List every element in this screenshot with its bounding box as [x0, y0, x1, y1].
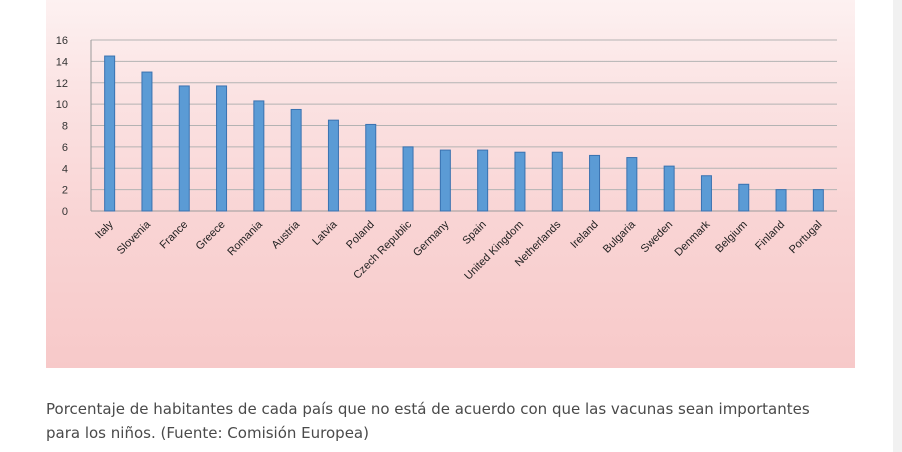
x-tick-label: Portugal	[787, 219, 824, 256]
x-tick-label: Latvia	[310, 218, 340, 248]
x-tick-label: Spain	[460, 219, 488, 247]
bar	[253, 100, 265, 212]
bar	[589, 154, 601, 212]
bar	[141, 71, 153, 212]
x-tick-label: Italy	[93, 218, 116, 241]
x-tick-label: Romania	[225, 218, 265, 258]
bar	[178, 85, 190, 212]
bar	[738, 183, 750, 212]
bar	[663, 165, 675, 212]
bar	[775, 189, 787, 212]
y-tick-label: 12	[56, 78, 68, 90]
x-tick-label: Greece	[194, 219, 228, 253]
bar	[439, 149, 451, 212]
bar	[402, 146, 414, 212]
x-tick-label: Slovenia	[115, 218, 154, 257]
x-tick-label: Finland	[753, 219, 787, 253]
y-tick-label: 10	[56, 99, 68, 111]
figure-caption: Porcentaje de habitantes de cada país qu…	[46, 400, 810, 442]
y-tick-label: 4	[62, 163, 68, 175]
y-tick-label: 6	[62, 142, 68, 154]
bar	[551, 151, 563, 212]
x-tick-label: Ireland	[568, 219, 600, 251]
bar	[626, 157, 638, 212]
x-tick-label: Denmark	[673, 218, 713, 258]
bar	[514, 151, 526, 212]
bar	[327, 119, 339, 212]
page-scroll-rail	[893, 0, 902, 452]
y-tick-label: 8	[62, 121, 68, 133]
x-tick-label: Poland	[344, 219, 377, 252]
x-tick-label: Bulgaria	[601, 218, 639, 256]
bar	[216, 85, 228, 212]
y-tick-label: 0	[62, 206, 68, 218]
x-tick-label: Sweden	[639, 219, 676, 256]
bar	[365, 123, 377, 212]
bar	[700, 175, 712, 212]
x-tick-label: Germany	[411, 218, 452, 259]
bar	[104, 55, 116, 212]
bar	[290, 108, 302, 212]
bar	[477, 149, 489, 212]
y-tick-label: 14	[56, 56, 68, 68]
chart-figure: 0 2 4 6 8 10 12 14 16 Italy Slovenia France Greece Ro…	[46, 0, 855, 368]
x-tick-label: Austria	[270, 218, 303, 251]
x-tick-label: France	[158, 219, 191, 252]
x-tick-label: Belgium	[713, 219, 750, 256]
bar	[812, 189, 824, 212]
y-tick-label: 2	[62, 185, 68, 197]
y-tick-label: 16	[56, 35, 68, 47]
